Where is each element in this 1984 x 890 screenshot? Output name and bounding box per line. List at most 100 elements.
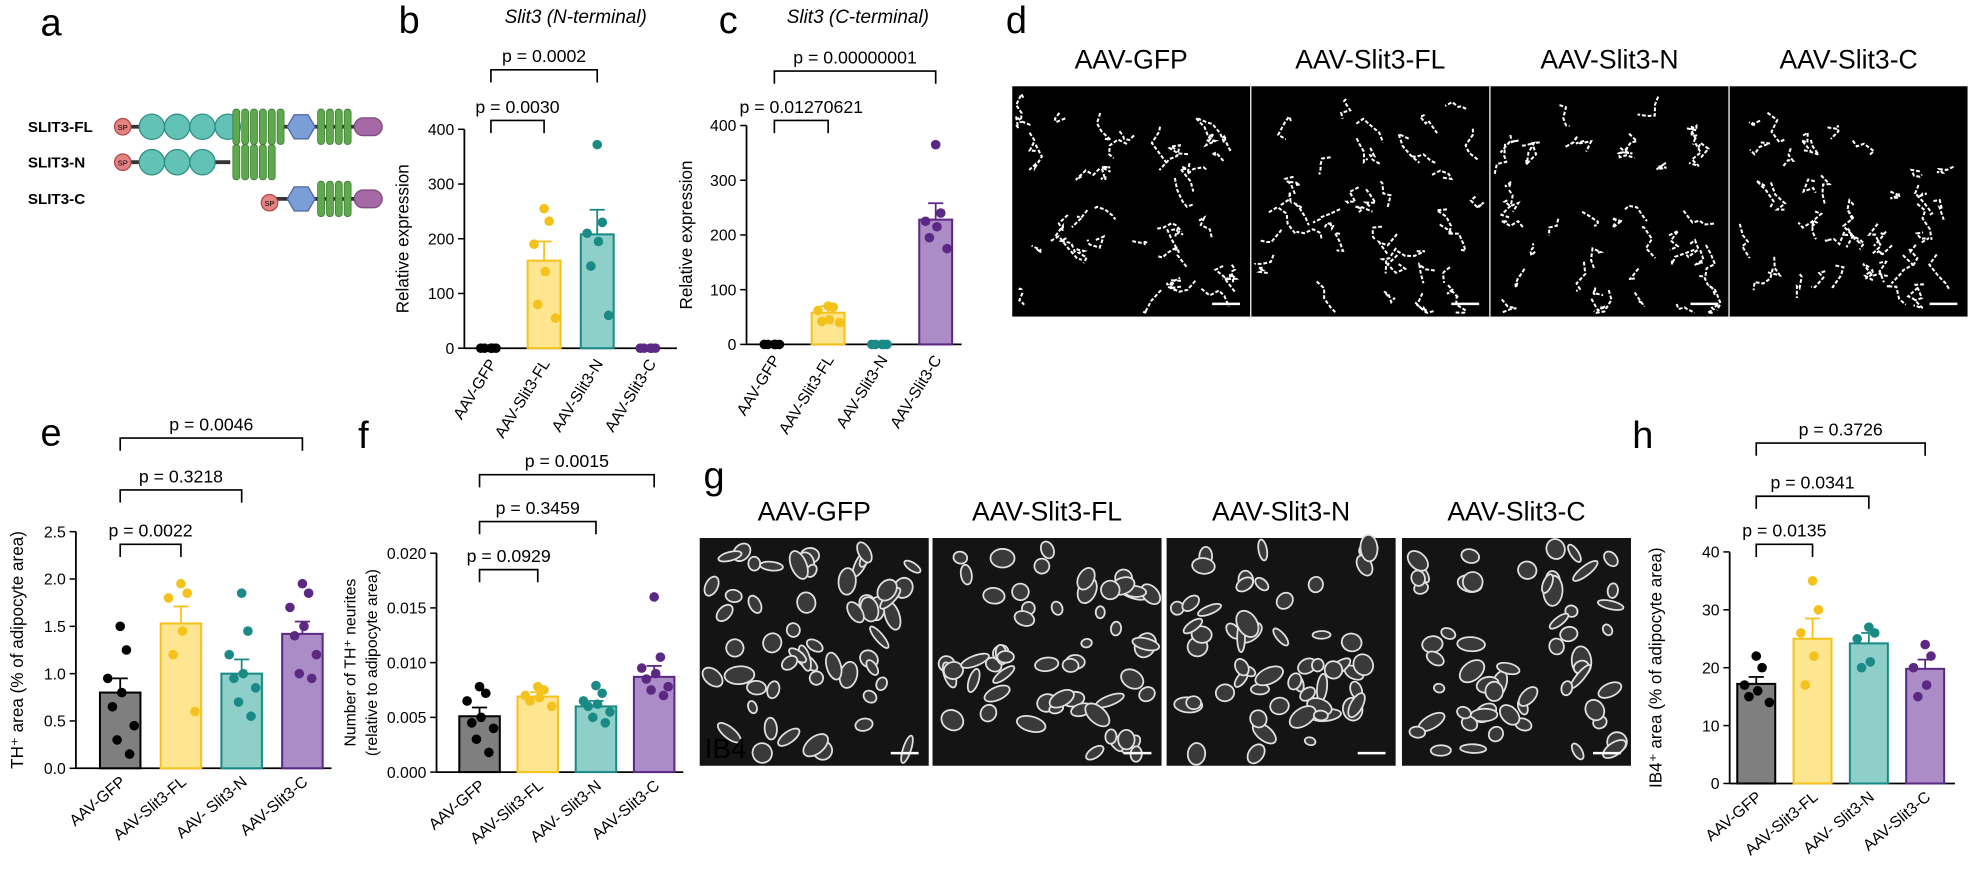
nerve-fiber (1014, 113, 1031, 129)
y-axis-label: (relative to adipocyte area) (364, 569, 381, 756)
data-point (168, 649, 178, 660)
data-point (583, 701, 593, 712)
vessel (1299, 686, 1316, 702)
p-value: p = 0.0929 (467, 546, 551, 566)
vessel (1287, 672, 1303, 691)
nerve-fiber (1624, 204, 1648, 222)
nerve-fiber (1801, 178, 1817, 194)
nerve-fiber (1296, 228, 1323, 239)
nerve-fiber (1908, 244, 1919, 267)
data-point (636, 663, 647, 673)
vessel (1456, 705, 1472, 720)
y-tick-label: 0 (445, 341, 454, 358)
y-tick-label: 10 (1702, 718, 1720, 735)
nerve-fiber (1873, 230, 1887, 247)
data-point (639, 343, 649, 354)
data-point (471, 734, 482, 745)
p-value: p = 0.00000001 (793, 48, 917, 68)
nerve-fiber (1171, 227, 1184, 237)
data-point (285, 602, 295, 613)
nerve-fiber (1529, 243, 1536, 258)
signal-peptide (260, 193, 279, 212)
nerve-fiber (1312, 208, 1341, 224)
data-point (1752, 686, 1763, 696)
vessel (796, 591, 817, 614)
vessel (1560, 680, 1574, 697)
significance-bracket (490, 119, 545, 134)
vessel (989, 548, 1016, 569)
nerve-fiber (1071, 209, 1089, 228)
vessel (766, 680, 781, 700)
nerve-fiber (1909, 168, 1923, 178)
nerve-fiber (1293, 201, 1310, 226)
nerve-fiber (1504, 180, 1512, 188)
y-tick-label: 2.5 (44, 524, 66, 541)
vessel (1433, 682, 1446, 694)
vessel (1120, 668, 1145, 690)
vessel (788, 550, 809, 580)
data-point (480, 688, 491, 699)
vessel (1517, 560, 1538, 580)
vessel (763, 716, 778, 741)
lrr-domain (163, 148, 191, 176)
nerve-fiber (1637, 96, 1660, 118)
image-title: AAV-GFP (1075, 45, 1188, 75)
vessel (1235, 609, 1260, 638)
significance-bracket (478, 473, 655, 488)
vessel (869, 625, 890, 649)
schematic-label: SLIT3-FL (28, 119, 93, 136)
bar (159, 622, 203, 770)
nerve-fiber (1748, 119, 1761, 127)
egf-domain (267, 108, 276, 145)
data-point (294, 668, 305, 679)
data-point (1739, 680, 1750, 690)
vessel (825, 651, 843, 681)
bar (516, 695, 560, 774)
nerve-fiber (1525, 141, 1540, 167)
vessel (1131, 636, 1161, 652)
data-point (236, 588, 247, 599)
data-point (102, 673, 113, 684)
data-point (163, 593, 174, 603)
vessel (1425, 650, 1445, 667)
vessel (1016, 714, 1047, 733)
ctck-domain (353, 189, 383, 209)
data-point (813, 305, 823, 316)
nerve-fiber (1050, 234, 1083, 261)
data-point (1865, 657, 1876, 667)
chart-title: Slit3 (C-terminal) (787, 7, 929, 28)
signal-label: SP (264, 199, 274, 208)
panel-label: h (1632, 415, 1653, 457)
nerve-fiber (1094, 205, 1117, 220)
panel-label: c (719, 0, 738, 42)
vessel (1061, 657, 1080, 673)
vessel (1085, 744, 1105, 761)
data-point (529, 239, 539, 250)
nerve-fiber (1017, 287, 1026, 306)
data-point (1864, 622, 1874, 632)
p-value: p = 0.0022 (108, 521, 192, 541)
nerve-fiber (1685, 238, 1700, 259)
nerve-fiber (1318, 156, 1331, 175)
data-point (600, 718, 611, 728)
nerve-fiber (1708, 285, 1722, 311)
vessel (1182, 617, 1204, 635)
vessel (716, 722, 742, 744)
vessel (1034, 656, 1060, 673)
data-point (641, 674, 652, 684)
nerve-fiber (1430, 169, 1454, 181)
data-point (539, 203, 549, 214)
egf-domain (241, 144, 250, 181)
nerve-fiber (1108, 138, 1128, 159)
y-tick-label: 100 (428, 286, 455, 303)
vessel (1214, 683, 1236, 703)
data-point (1744, 691, 1754, 702)
data-point (655, 652, 666, 662)
data-point (112, 735, 122, 745)
nerve-fiber (1446, 284, 1460, 300)
data-point (597, 688, 607, 699)
vessel (1191, 557, 1216, 575)
nerve-fiber (1769, 182, 1787, 211)
nerve-fiber (1118, 130, 1136, 142)
vessel (1048, 688, 1075, 709)
